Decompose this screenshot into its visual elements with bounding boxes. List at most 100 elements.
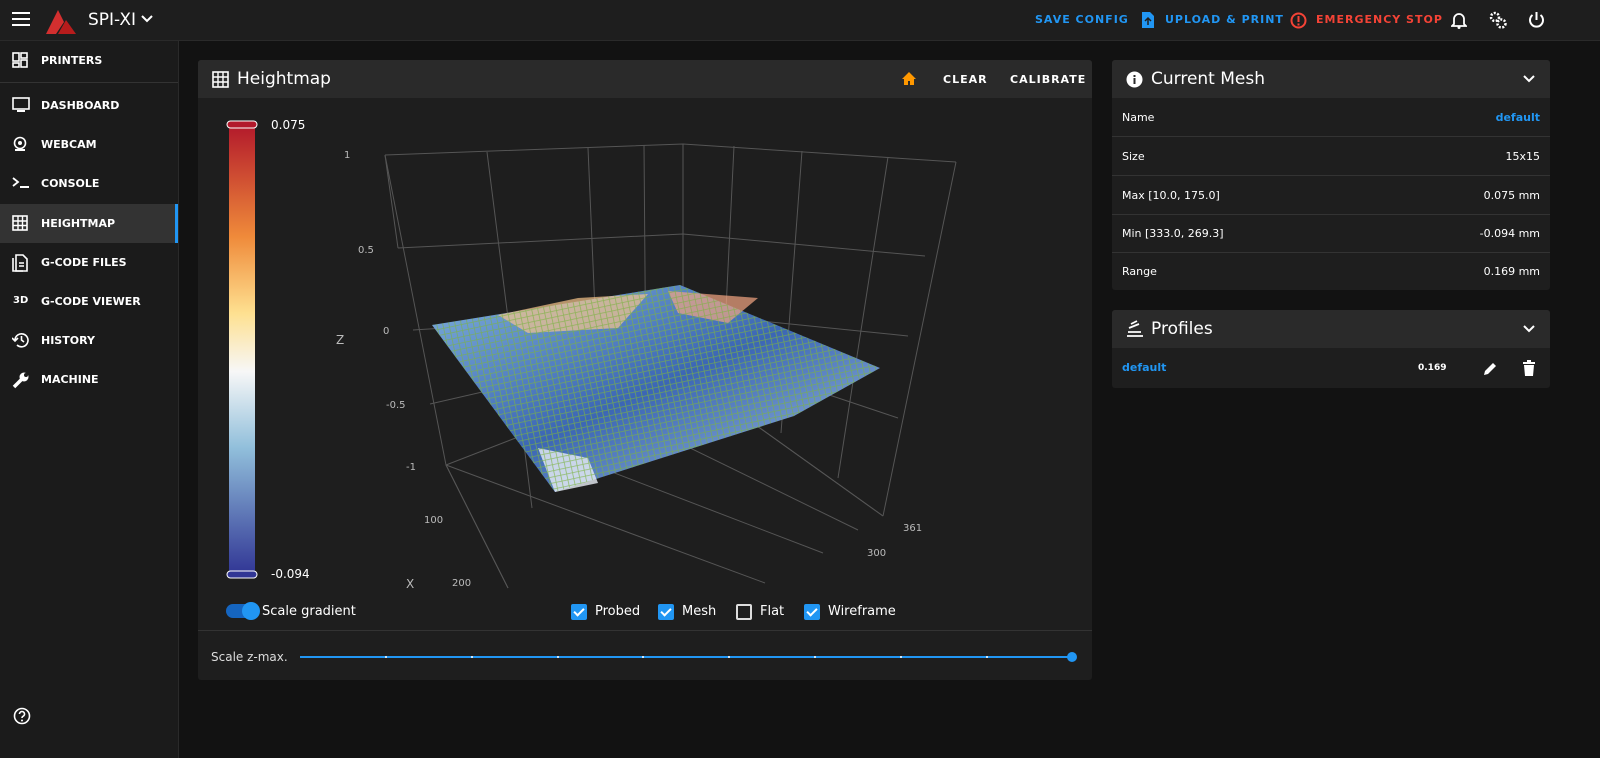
z-tick: 0 bbox=[383, 326, 389, 337]
stop-icon bbox=[1290, 12, 1307, 29]
menu-icon[interactable] bbox=[12, 12, 30, 26]
divider bbox=[198, 630, 1092, 631]
mesh-row: Name default bbox=[1112, 98, 1550, 137]
nav-icon bbox=[12, 215, 28, 231]
help-icon[interactable] bbox=[13, 707, 31, 725]
info-icon bbox=[1126, 71, 1143, 88]
nav-label: G-CODE FILES bbox=[41, 256, 127, 269]
nav-label: HISTORY bbox=[41, 334, 95, 347]
option-label: Mesh bbox=[682, 604, 717, 619]
checkbox[interactable] bbox=[658, 604, 674, 620]
option-label: Wireframe bbox=[828, 604, 896, 619]
row-value: default bbox=[1495, 111, 1540, 124]
row-value: -0.094 mm bbox=[1479, 227, 1540, 240]
card-header: Heightmap CLEAR CALIBRATE bbox=[198, 60, 1092, 98]
mesh-row: Range 0.169 mm bbox=[1112, 252, 1550, 290]
nav-label: WEBCAM bbox=[41, 138, 97, 151]
edit-button[interactable] bbox=[1482, 361, 1498, 377]
profile-range: 0.169 bbox=[1418, 363, 1447, 373]
delete-button[interactable] bbox=[1522, 360, 1536, 377]
collapse-icon[interactable] bbox=[1523, 325, 1535, 333]
upload-print[interactable]: UPLOAD & PRINT bbox=[1165, 13, 1284, 26]
card-title: Heightmap bbox=[237, 69, 331, 89]
card-header: Current Mesh bbox=[1112, 60, 1550, 98]
save-config[interactable]: SAVE CONFIG bbox=[1035, 13, 1129, 26]
upload-icon bbox=[1142, 12, 1154, 28]
heightmap-surface bbox=[432, 285, 880, 492]
nav-icon-text: 3D bbox=[13, 295, 29, 306]
notifications-icon[interactable] bbox=[1451, 11, 1467, 29]
checkbox[interactable] bbox=[736, 604, 752, 620]
calibrate-button[interactable]: CALIBRATE bbox=[1010, 73, 1087, 86]
nav-printers[interactable]: PRINTERS bbox=[0, 41, 178, 80]
x-tick: 100 bbox=[424, 515, 443, 526]
scale-handle[interactable] bbox=[226, 120, 258, 129]
z-tick: 1 bbox=[344, 150, 350, 161]
dropdown-icon[interactable] bbox=[141, 15, 153, 23]
slider-thumb[interactable] bbox=[1067, 652, 1077, 662]
card-title: Profiles bbox=[1151, 319, 1213, 339]
nav-console[interactable]: CONSOLE bbox=[0, 164, 178, 203]
slider-label: Scale z-max. bbox=[211, 650, 288, 664]
scale-gradient-label: Scale gradient bbox=[262, 604, 356, 619]
row-key: Range bbox=[1122, 265, 1157, 278]
nav-label: G-CODE VIEWER bbox=[41, 295, 141, 308]
scale-gradient-toggle[interactable] bbox=[226, 602, 260, 620]
settings-icon[interactable] bbox=[1489, 11, 1507, 29]
card-title: Current Mesh bbox=[1151, 69, 1266, 89]
row-key: Size bbox=[1122, 150, 1145, 163]
row-value: 0.075 mm bbox=[1483, 189, 1540, 202]
mesh-row: Size 15x15 bbox=[1112, 137, 1550, 176]
gradient-min: -0.094 bbox=[271, 567, 310, 581]
nav-icon bbox=[12, 372, 29, 389]
profiles-card: Profiles default 0.169 bbox=[1112, 310, 1550, 388]
sidebar: PRINTERS DASHBOARD WEBCAM CONSOLE HEIGHT… bbox=[0, 41, 179, 758]
row-key: Max [10.0, 175.0] bbox=[1122, 189, 1220, 202]
power-icon[interactable] bbox=[1528, 11, 1545, 29]
nav-icon bbox=[12, 254, 28, 272]
mesh-row: Min [333.0, 269.3] -0.094 mm bbox=[1112, 214, 1550, 253]
checkbox[interactable] bbox=[571, 604, 587, 620]
nav-icon bbox=[13, 136, 27, 151]
checkbox[interactable] bbox=[804, 604, 820, 620]
nav-history[interactable]: HISTORY bbox=[0, 321, 178, 360]
nav-gcode-viewer[interactable]: 3D G-CODE VIEWER bbox=[0, 282, 178, 321]
row-key: Min [333.0, 269.3] bbox=[1122, 227, 1224, 240]
heightmap-card: Heightmap CLEAR CALIBRATE bbox=[198, 60, 1092, 680]
gradient-max: 0.075 bbox=[271, 118, 305, 132]
nav-icon bbox=[12, 177, 29, 188]
z-tick: -1 bbox=[406, 462, 416, 473]
nav-dashboard[interactable]: DASHBOARD bbox=[0, 86, 178, 125]
nav-label: PRINTERS bbox=[41, 54, 103, 67]
row-key: Name bbox=[1122, 111, 1155, 124]
printer-name[interactable]: SPI-XI bbox=[88, 10, 137, 30]
nav-icon bbox=[12, 333, 29, 348]
nav-heightmap[interactable]: HEIGHTMAP bbox=[0, 204, 178, 243]
nav-label: CONSOLE bbox=[41, 177, 100, 190]
profiles-icon bbox=[1127, 320, 1143, 337]
nav-gcode-files[interactable]: G-CODE FILES bbox=[0, 243, 178, 282]
home-button[interactable] bbox=[901, 71, 917, 86]
collapse-icon[interactable] bbox=[1523, 75, 1535, 83]
nav-webcam[interactable]: WEBCAM bbox=[0, 125, 178, 164]
top-bar: SPI-XI SAVE CONFIG UPLOAD & PRINT EMERGE… bbox=[0, 0, 1600, 41]
nav-icon bbox=[12, 97, 30, 112]
heightmap-icon bbox=[212, 71, 229, 88]
card-header: Profiles bbox=[1112, 310, 1550, 348]
row-value: 15x15 bbox=[1505, 150, 1540, 163]
mesh-row: Max [10.0, 175.0] 0.075 mm bbox=[1112, 176, 1550, 215]
option-label: Flat bbox=[760, 604, 785, 619]
nav-machine[interactable]: MACHINE bbox=[0, 360, 178, 399]
profile-name[interactable]: default bbox=[1122, 361, 1167, 374]
z-tick: 0.5 bbox=[358, 245, 374, 256]
emergency-stop[interactable]: EMERGENCY STOP bbox=[1316, 13, 1443, 26]
clear-button[interactable]: CLEAR bbox=[943, 73, 988, 86]
nav-label: DASHBOARD bbox=[41, 99, 120, 112]
scale-handle[interactable] bbox=[226, 570, 258, 579]
row-value: 0.169 mm bbox=[1483, 265, 1540, 278]
logo bbox=[46, 10, 76, 34]
nav-label: MACHINE bbox=[41, 373, 99, 386]
color-scale bbox=[229, 124, 255, 574]
x-tick: 200 bbox=[452, 578, 471, 589]
